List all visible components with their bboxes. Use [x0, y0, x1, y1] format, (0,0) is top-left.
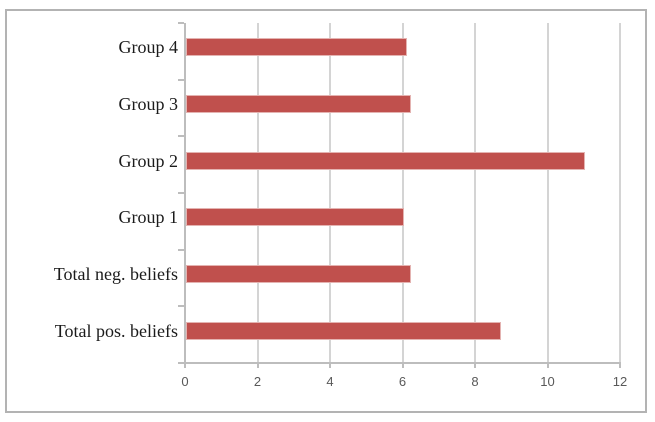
category-label: Group 3 [118, 94, 179, 114]
category-axis-tick [178, 248, 184, 251]
x-tick-label: 10 [540, 374, 555, 389]
x-axis-tick [329, 363, 331, 368]
bar [186, 95, 411, 113]
x-axis-tick [401, 363, 404, 368]
category-axis-tick [178, 305, 184, 308]
category-axis-tick [178, 78, 184, 81]
category-label: Total neg. beliefs [53, 264, 178, 284]
bar [186, 322, 501, 340]
category-axis-tick [178, 362, 184, 364]
gridline [256, 23, 259, 363]
gridline [474, 23, 476, 363]
category-axis-line [184, 23, 186, 363]
x-axis-tick [474, 363, 476, 368]
gridline [546, 23, 549, 363]
x-axis-line [184, 362, 621, 364]
category-axis-tick [178, 135, 184, 138]
bar [186, 208, 404, 226]
x-tick-label: 6 [398, 374, 407, 389]
gridline [619, 23, 621, 363]
bar [186, 265, 411, 283]
bar [186, 152, 585, 170]
x-tick-label: 12 [612, 374, 628, 389]
x-axis-tick [546, 363, 549, 368]
x-axis-tick [256, 363, 259, 368]
gridline [401, 23, 404, 363]
x-tick-label: 4 [326, 374, 334, 389]
x-tick-label: 2 [253, 374, 262, 389]
category-axis-tick [178, 192, 184, 194]
category-axis-tick [178, 22, 184, 24]
bar [186, 38, 407, 56]
category-label: Group 1 [118, 207, 179, 227]
x-tick-label: 0 [181, 374, 189, 389]
x-axis-tick [619, 363, 621, 368]
gridline [329, 23, 331, 363]
x-tick-label: 8 [471, 374, 479, 389]
category-label: Group 2 [118, 151, 179, 171]
category-label: Total pos. beliefs [54, 321, 178, 341]
x-axis-tick [184, 363, 186, 368]
category-label: Group 4 [118, 37, 179, 57]
